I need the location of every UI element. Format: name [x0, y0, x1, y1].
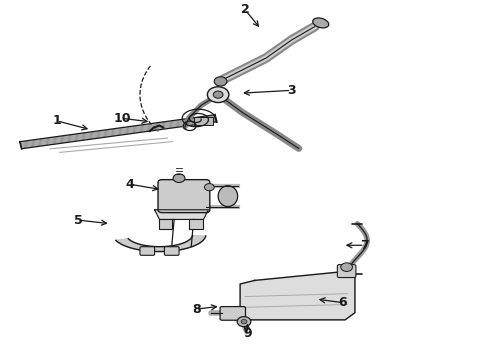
Circle shape: [173, 174, 185, 183]
Ellipse shape: [313, 18, 329, 28]
Polygon shape: [116, 235, 206, 252]
FancyBboxPatch shape: [140, 247, 155, 255]
Circle shape: [341, 263, 352, 271]
Text: 1: 1: [52, 114, 61, 127]
Polygon shape: [240, 271, 355, 320]
Text: 2: 2: [241, 3, 249, 16]
Circle shape: [241, 319, 247, 324]
Text: 9: 9: [243, 327, 252, 339]
Ellipse shape: [218, 186, 238, 207]
FancyBboxPatch shape: [189, 219, 203, 229]
Polygon shape: [155, 210, 208, 220]
Circle shape: [207, 87, 229, 103]
FancyBboxPatch shape: [158, 180, 210, 213]
Text: 5: 5: [74, 214, 83, 227]
Circle shape: [204, 184, 214, 191]
FancyBboxPatch shape: [220, 307, 245, 320]
Text: 4: 4: [126, 178, 135, 191]
Circle shape: [214, 77, 227, 86]
FancyBboxPatch shape: [337, 265, 356, 278]
FancyBboxPatch shape: [194, 117, 213, 125]
FancyBboxPatch shape: [159, 219, 172, 229]
Text: 8: 8: [192, 303, 200, 316]
Circle shape: [213, 91, 223, 98]
Text: 10: 10: [113, 112, 131, 125]
FancyBboxPatch shape: [164, 247, 179, 255]
Text: 3: 3: [287, 84, 296, 97]
Text: 6: 6: [339, 296, 347, 309]
Circle shape: [237, 317, 251, 327]
Text: 7: 7: [360, 239, 369, 252]
